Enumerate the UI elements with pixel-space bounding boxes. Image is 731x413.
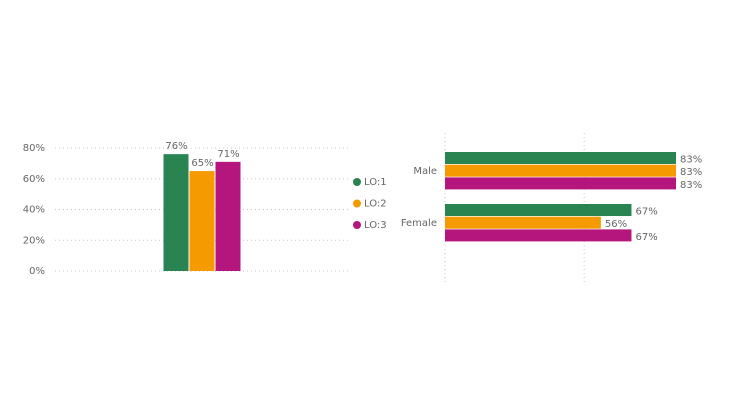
- data-label: 67%: [635, 206, 657, 217]
- bar: [445, 152, 676, 164]
- bar: [163, 154, 189, 271]
- bar: [445, 229, 632, 242]
- bar: [215, 161, 241, 271]
- bar: [445, 204, 632, 216]
- data-label: 56%: [605, 219, 627, 230]
- bar: [189, 171, 215, 271]
- y-tick-label: 0%: [29, 266, 45, 277]
- data-label: 83%: [680, 154, 702, 165]
- y-tick-label: 80%: [23, 143, 45, 154]
- legend-label: LO:1: [364, 177, 387, 188]
- y-tick-label: 40%: [23, 205, 45, 216]
- data-label: 83%: [680, 180, 702, 191]
- legend-marker: [353, 199, 361, 208]
- data-label: 67%: [635, 232, 657, 243]
- y-tick-label: 20%: [23, 235, 45, 246]
- data-label: 83%: [680, 167, 702, 178]
- data-label: 65%: [191, 158, 213, 169]
- bar: [445, 164, 676, 177]
- y-tick-label: Male: [413, 166, 437, 177]
- y-tick-label: Female: [401, 218, 437, 229]
- bar: [445, 216, 601, 229]
- bar: [445, 177, 676, 190]
- legend-label: LO:3: [364, 220, 387, 231]
- data-label: 71%: [217, 149, 239, 160]
- legend-marker: [353, 178, 361, 186]
- legend-label: LO:2: [364, 199, 387, 210]
- legend-marker: [353, 221, 361, 229]
- data-label: 76%: [165, 141, 187, 152]
- y-tick-label: 60%: [23, 174, 45, 185]
